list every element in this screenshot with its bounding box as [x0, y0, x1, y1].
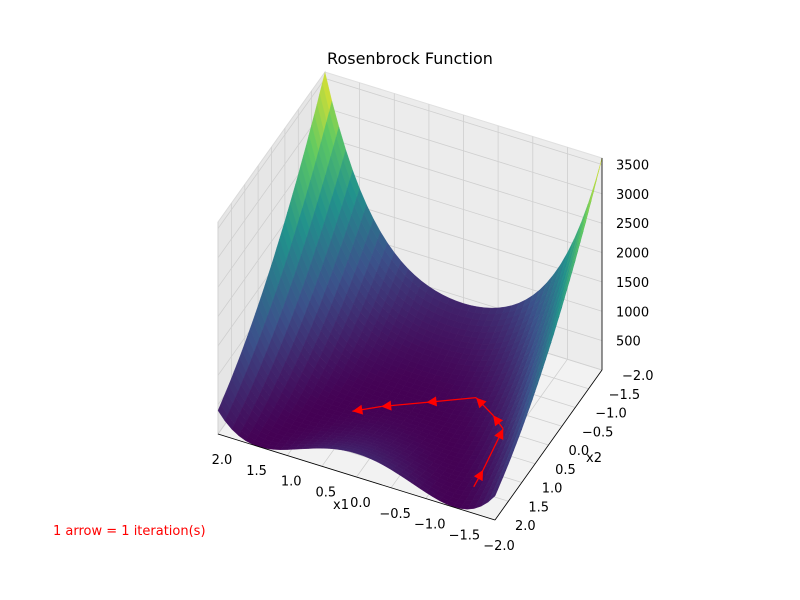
x2-tick-label: −0.5: [582, 425, 614, 440]
chart-title: Rosenbrock Function: [327, 49, 493, 68]
x-axis-label: x1: [333, 498, 349, 513]
iteration-arrow-head: [381, 400, 392, 411]
z-tick-label: 1000: [616, 305, 649, 320]
x2-tick-label: 2.0: [515, 519, 536, 534]
surface-patch: [487, 489, 498, 503]
x1-tick-label: −1.0: [414, 518, 446, 533]
z-tick-label: 2000: [616, 247, 649, 262]
z-tick-label: 500: [616, 335, 641, 350]
x1-tick-label: −1.5: [449, 528, 481, 543]
iteration-arrow-head: [493, 415, 504, 427]
axis-lines: [217, 158, 603, 521]
x1-tick-label: 1.0: [281, 475, 302, 490]
x1-tick-label: −0.5: [379, 507, 411, 522]
x1-tick-label: 0.5: [316, 485, 337, 500]
z-tick-label: 1500: [616, 276, 649, 291]
z-tick-label: 2500: [616, 217, 649, 232]
x2-tick-label: 1.0: [542, 482, 563, 497]
iteration-arrows: [352, 396, 504, 488]
tick-labels: 2.01.51.00.50.0−0.5−1.0−1.5−2.0−2.0−1.5−…: [212, 158, 654, 554]
x2-tick-label: 0.0: [569, 444, 590, 459]
x2-tick-label: 1.5: [528, 500, 549, 515]
x2-tick-label: −2.0: [622, 369, 654, 384]
x2-tick-label: −1.0: [595, 407, 627, 422]
z-tick-label: 3500: [616, 158, 649, 173]
x2-axis-line: [494, 369, 603, 521]
z-tick-label: 3000: [616, 188, 649, 203]
x1-axis-line: [217, 433, 496, 521]
iteration-arrow-head: [426, 396, 437, 407]
y-axis-label: x2: [586, 451, 602, 466]
iteration-arrow-head: [476, 397, 487, 409]
surface-mesh: [217, 72, 603, 510]
iteration-arrow-head: [494, 428, 504, 440]
iteration-arrow-head: [352, 404, 364, 415]
iteration-note: 1 arrow = 1 iteration(s): [53, 524, 206, 539]
x1-tick-label: 1.5: [246, 464, 267, 479]
x1-tick-label: 0.0: [350, 496, 371, 511]
x2-tick-label: 0.5: [555, 463, 576, 478]
x1-tick-label: −2.0: [483, 539, 515, 554]
x2-tick-label: −1.5: [609, 388, 641, 403]
iteration-arrow-head: [473, 469, 484, 482]
x1-tick-label: 2.0: [212, 453, 233, 468]
